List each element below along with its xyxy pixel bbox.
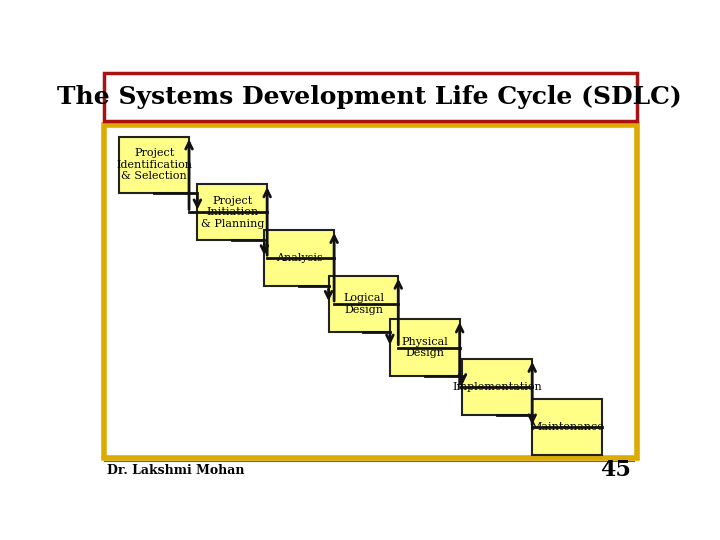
FancyBboxPatch shape bbox=[532, 399, 602, 455]
FancyBboxPatch shape bbox=[104, 73, 637, 121]
Text: The Systems Development Life Cycle (SDLC): The Systems Development Life Cycle (SDLC… bbox=[57, 85, 681, 109]
FancyBboxPatch shape bbox=[264, 230, 334, 286]
Text: Implementation: Implementation bbox=[452, 382, 542, 392]
Text: Analysis: Analysis bbox=[276, 253, 323, 263]
FancyBboxPatch shape bbox=[328, 276, 398, 332]
FancyBboxPatch shape bbox=[104, 125, 637, 458]
Text: Dr. Lakshmi Mohan: Dr. Lakshmi Mohan bbox=[107, 464, 244, 477]
Text: Logical
Design: Logical Design bbox=[343, 293, 384, 315]
Text: 45: 45 bbox=[600, 459, 631, 481]
Text: Project
Identification
& Selection: Project Identification & Selection bbox=[116, 148, 192, 181]
FancyBboxPatch shape bbox=[390, 320, 459, 376]
FancyBboxPatch shape bbox=[197, 184, 267, 240]
Text: Project
Initiation
& Planning: Project Initiation & Planning bbox=[201, 196, 264, 229]
Text: Maintenance: Maintenance bbox=[530, 422, 604, 433]
FancyBboxPatch shape bbox=[462, 359, 532, 415]
Text: Physical
Design: Physical Design bbox=[402, 337, 448, 359]
FancyBboxPatch shape bbox=[120, 137, 189, 193]
